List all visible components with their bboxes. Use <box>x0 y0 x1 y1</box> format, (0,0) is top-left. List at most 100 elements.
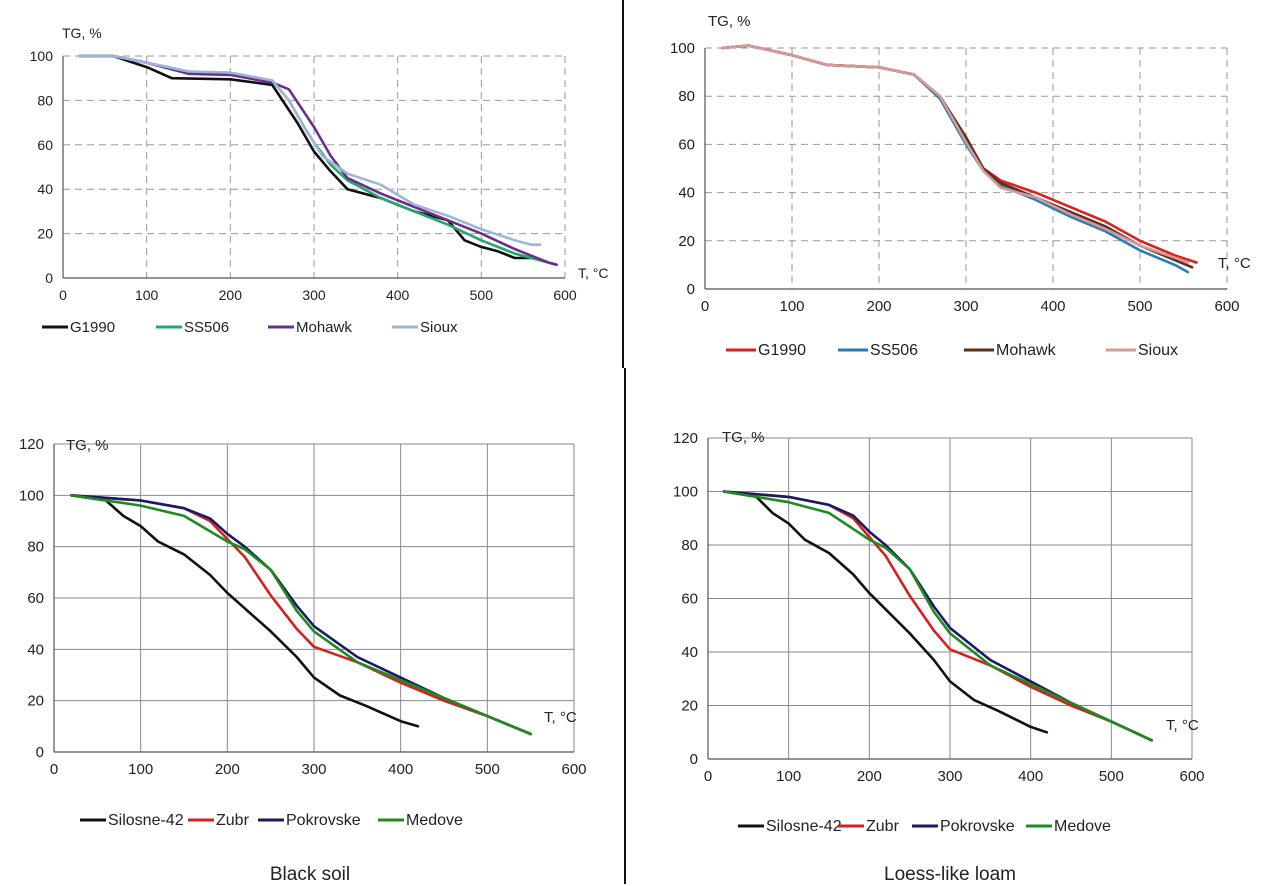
y-tick-label: 20 <box>681 698 698 715</box>
series-line-g1990 <box>721 44 1198 264</box>
chart-panel-bottom-left: 0 20 40 60 80 100 120 0 100 200 300 400 500 600 TG, % T… <box>0 420 622 850</box>
panel-divider-top <box>622 0 624 368</box>
y-tick-label: 40 <box>27 641 44 658</box>
legend-label: SS506 <box>870 342 918 359</box>
x-tick-label: 100 <box>135 287 159 303</box>
y-tick-label: 0 <box>45 270 53 286</box>
caption-loess-like-loam: Loess-like loam <box>884 864 1016 885</box>
series-line-sioux <box>721 44 1190 264</box>
y-tick-label: 60 <box>681 591 698 608</box>
series-line-medove <box>70 494 533 736</box>
chart-panel-top-left: 0 20 40 60 80 100 0 100 200 300 400 500 600 TG, % T, °… <box>0 0 622 368</box>
series-line-silosne-42 <box>70 494 420 728</box>
x-tick-label: 200 <box>857 768 882 785</box>
legend-label: Zubr <box>866 818 900 835</box>
legend-label: Medove <box>406 812 463 829</box>
legend-label: Silosne-42 <box>766 818 842 835</box>
x-tick-label: 400 <box>388 761 413 778</box>
y-axis-label: TG, % <box>66 437 109 454</box>
x-tick-label: 0 <box>59 287 67 303</box>
x-tick-label: 500 <box>470 287 494 303</box>
caption-black-soil: Black soil <box>269 864 351 885</box>
series-line-silosne-42 <box>722 490 1049 734</box>
x-tick-label: 300 <box>937 768 962 785</box>
x-axis-label: T, °C <box>544 709 577 726</box>
x-tick-label: 300 <box>953 298 978 315</box>
tg-chart-top-left: 0 20 40 60 80 100 0 100 200 300 400 500 600 TG, % T, °… <box>30 25 609 336</box>
x-axis-label: T, °C <box>1218 255 1251 272</box>
y-tick-label: 100 <box>19 487 44 504</box>
x-tick-label: 200 <box>866 298 891 315</box>
series-line-mohawk <box>721 44 1194 269</box>
y-tick-label: 60 <box>27 590 44 607</box>
series-line-g1990 <box>78 54 533 260</box>
y-tick-label: 0 <box>36 744 44 761</box>
y-axis-label: TG, % <box>708 13 751 30</box>
x-tick-label: 500 <box>1099 768 1124 785</box>
x-tick-label: 200 <box>215 761 240 778</box>
tg-chart-top-right: 0 20 40 60 80 100 0 100 200 300 400 500 600 TG, % T, °… <box>670 13 1251 359</box>
tg-chart-loess-like-loam: 0 20 40 60 80 100 120 0 100 200 300 400 500 600 TG, % T… <box>673 429 1205 835</box>
y-tick-label: 0 <box>687 281 695 298</box>
x-axis-label: T, °C <box>578 265 609 281</box>
y-tick-label: 120 <box>19 436 44 453</box>
y-tick-label: 40 <box>681 644 698 661</box>
legend-label: Sioux <box>1138 342 1178 359</box>
y-tick-label: 20 <box>27 693 44 710</box>
y-tick-label: 40 <box>37 181 53 197</box>
y-tick-label: 100 <box>670 40 695 57</box>
x-tick-label: 500 <box>475 761 500 778</box>
y-tick-label: 80 <box>37 92 53 108</box>
y-tick-label: 20 <box>37 226 53 242</box>
series-line-mohawk <box>78 54 558 267</box>
x-tick-label: 100 <box>776 768 801 785</box>
legend-label: Zubr <box>216 812 250 829</box>
legend-label: Medove <box>1054 818 1111 835</box>
x-tick-label: 200 <box>219 287 243 303</box>
x-tick-label: 300 <box>302 287 326 303</box>
x-tick-label: 400 <box>1040 298 1065 315</box>
y-tick-label: 60 <box>37 137 53 153</box>
legend-label: Sioux <box>420 319 458 336</box>
y-tick-label: 20 <box>678 233 695 250</box>
x-tick-label: 100 <box>128 761 153 778</box>
x-tick-label: 0 <box>50 761 58 778</box>
legend-label: Pokrovske <box>286 812 361 829</box>
y-tick-label: 80 <box>681 537 698 554</box>
x-tick-label: 600 <box>1179 768 1204 785</box>
x-axis-label: T, °C <box>1166 717 1199 734</box>
legend-label: Mohawk <box>296 319 352 336</box>
x-tick-label: 600 <box>561 761 586 778</box>
x-tick-label: 400 <box>386 287 410 303</box>
x-tick-label: 0 <box>704 768 712 785</box>
legend-label: Silosne-42 <box>108 812 184 829</box>
tg-chart-black-soil: 0 20 40 60 80 100 120 0 100 200 300 400 500 600 TG, % T… <box>19 436 587 829</box>
legend-label: Pokrovske <box>940 818 1015 835</box>
legend-label: Mohawk <box>996 342 1057 359</box>
y-axis-label: TG, % <box>722 429 765 446</box>
x-tick-label: 600 <box>1214 298 1239 315</box>
x-tick-label: 400 <box>1018 768 1043 785</box>
y-tick-label: 40 <box>678 185 695 202</box>
x-tick-label: 0 <box>701 298 709 315</box>
y-tick-label: 120 <box>673 430 698 447</box>
y-tick-label: 100 <box>30 48 54 64</box>
x-tick-label: 100 <box>779 298 804 315</box>
y-tick-label: 100 <box>673 484 698 501</box>
chart-panel-top-right: 0 20 40 60 80 100 0 100 200 300 400 500 600 TG, % T, °… <box>626 0 1264 368</box>
series-line-medove <box>722 490 1154 742</box>
y-tick-label: 60 <box>678 136 695 153</box>
chart-panel-bottom-right: 0 20 40 60 80 100 120 0 100 200 300 400 500 600 TG, % T… <box>626 420 1264 850</box>
series-line-sioux <box>78 54 542 246</box>
legend-label: G1990 <box>70 319 115 336</box>
legend-label: SS506 <box>184 319 229 336</box>
legend-label: G1990 <box>758 342 806 359</box>
y-tick-label: 0 <box>690 751 698 768</box>
y-tick-label: 80 <box>27 539 44 556</box>
y-tick-label: 80 <box>678 88 695 105</box>
x-tick-label: 600 <box>553 287 577 303</box>
panel-divider-bottom <box>624 368 626 884</box>
x-tick-label: 500 <box>1127 298 1152 315</box>
x-tick-label: 300 <box>301 761 326 778</box>
y-axis-label: TG, % <box>62 25 102 41</box>
